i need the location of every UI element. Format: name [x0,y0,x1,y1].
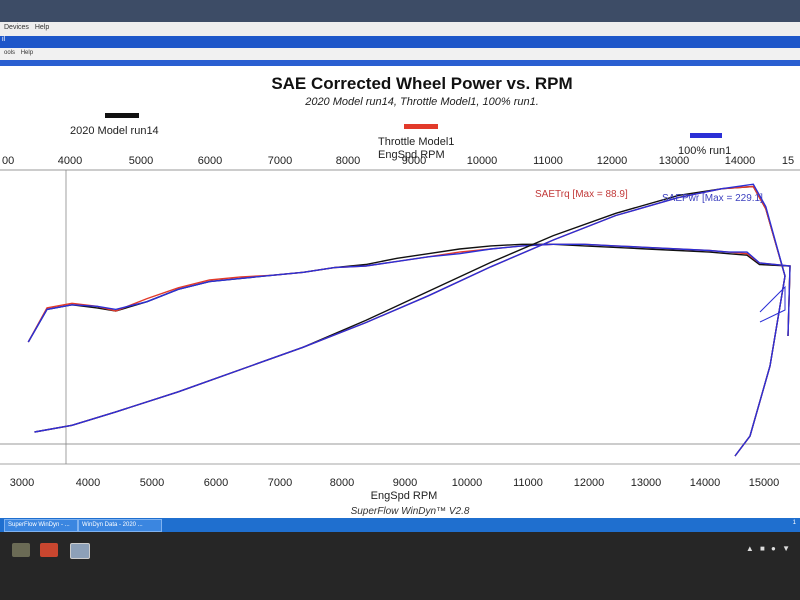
bottom-tick-label: 6000 [204,477,228,489]
bottom-tick-label: 7000 [268,477,292,489]
menu-help[interactable]: Help [34,24,50,31]
app-icon[interactable] [70,543,90,559]
top-tick-label: 5000 [129,155,153,167]
bottom-tick-label: 9000 [393,477,417,489]
bottom-tick-label: 12000 [574,477,605,489]
child-menu-bar: ools Help [0,48,800,60]
chart-subtitle: 2020 Model run14, Throttle Model1, 100% … [304,96,539,108]
chart-title: SAE Corrected Wheel Power vs. RPM [271,74,572,93]
bottom-tick-labels: 3000 4000 5000 6000 7000 8000 9000 10000 11000 12… [10,477,780,489]
graph-title-bar [0,60,800,66]
menu-help-2[interactable]: Help [20,50,34,56]
top-tick-label: 14000 [725,155,756,167]
taskbar: SuperFlow WinDyn - ... WinDyn Data - 202… [0,518,800,532]
taskbar-item-data[interactable]: WinDyn Data - 2020 ... [78,519,162,532]
legend-swatch-throttle-model [404,124,438,129]
top-tick-label: 4000 [58,155,82,167]
bottom-tick-label: 14000 [690,477,721,489]
menu-devices[interactable]: Devices [4,24,29,31]
top-tick-label: 6000 [198,155,222,167]
taskbar-item-windyn[interactable]: SuperFlow WinDyn - ... [4,519,78,532]
top-tick-label: 11000 [533,155,563,167]
bottom-tick-label: 4000 [76,477,100,489]
series-line-torque-2 [27,243,791,343]
power-chart: SAE Corrected Wheel Power vs. RPM 2020 M… [0,66,800,520]
child-title-bar: il [0,36,800,48]
legend-label-throttle-model: Throttle Model1 [378,136,454,148]
window-title-bar [0,0,800,22]
bottom-tick-label: 13000 [631,477,662,489]
menu-bar: Devices Help [0,22,800,36]
legend-swatch-100-run [690,133,722,138]
bottom-tick-label: 15000 [749,477,780,489]
x-axis-label: EngSpd RPM [371,490,438,502]
legend-swatch-2020-model [105,113,139,118]
series-layer [27,183,791,457]
rpm-hook-blue [759,285,786,323]
top-tick-label: 8000 [336,155,360,167]
top-tick-label: 7000 [268,155,292,167]
legend-label-2020-model: 2020 Model run14 [70,125,159,137]
bottom-tick-label: 3000 [10,477,34,489]
menu-tools[interactable]: ools [4,50,16,56]
legend-label-100-run: 100% run1 [678,145,731,157]
top-tick-labels: 00 4000 5000 6000 7000 8000 9000 10000 11000 1200… [2,155,794,167]
media-player-icon[interactable] [40,543,58,557]
top-tick-label: 9000 [402,155,426,167]
bottom-tick-label: 8000 [330,477,354,489]
footer-text: SuperFlow WinDyn™ V2.8 [351,506,470,517]
child-title-text: il [2,36,6,43]
torque-annotation: SAETrq [Max = 88.9] [535,189,628,200]
series-line-power-5 [34,183,786,457]
bottom-tick-label: 11000 [513,477,543,489]
top-tick-label: 00 [2,155,14,167]
top-tick-label: 10000 [467,155,498,167]
top-axis-label: EngSpd RPM [378,149,445,161]
top-tick-label: 12000 [597,155,628,167]
os-taskbar [0,532,800,600]
system-tray-icons: ▲ ■ ● ▼ [745,544,792,553]
power-annotation: SAEPwr [Max = 229.1] [662,193,763,204]
folder-icon[interactable] [12,543,30,557]
bottom-tick-label: 10000 [452,477,483,489]
windyn-window: Devices Help il ools Help SAE Corrected … [0,0,800,520]
top-tick-label: 13000 [659,155,690,167]
bottom-tick-label: 5000 [140,477,164,489]
taskbar-tray-text: 1 [792,520,796,526]
top-tick-label: 15 [782,155,794,167]
